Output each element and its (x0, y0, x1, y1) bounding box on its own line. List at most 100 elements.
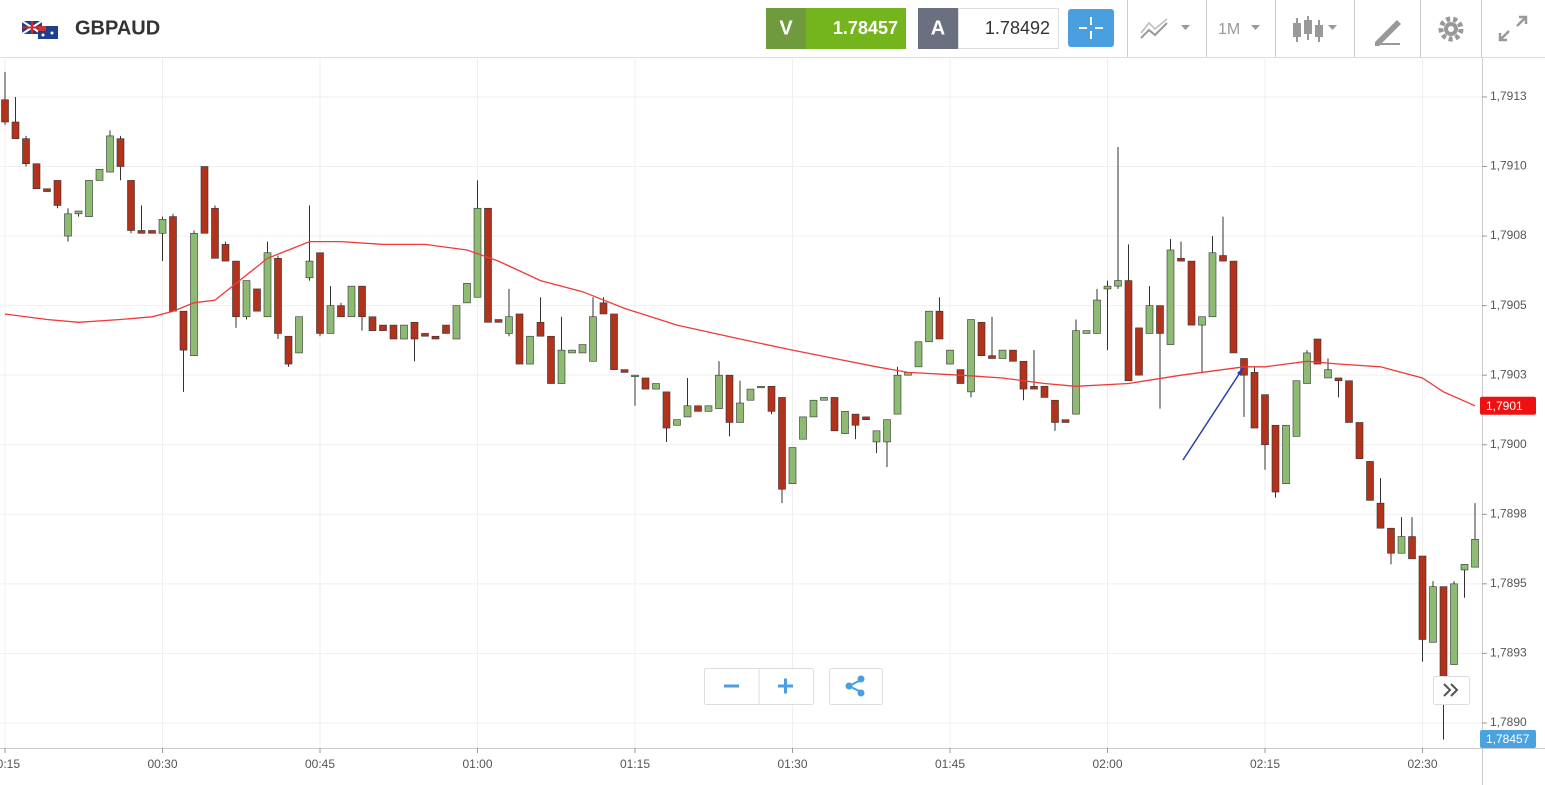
candle-body (127, 180, 135, 231)
candle-body (536, 322, 545, 337)
candle-body (757, 386, 765, 389)
indicators-button[interactable] (1140, 18, 1190, 39)
share-button[interactable] (829, 668, 883, 705)
scroll-end-button[interactable] (1433, 676, 1470, 705)
sell-price-box[interactable] (806, 8, 906, 49)
candle-body (1208, 252, 1217, 318)
candle-body (631, 374, 639, 377)
candle-body (1366, 461, 1374, 501)
candle-body (211, 207, 219, 259)
candle-body (190, 232, 198, 357)
candle-body (389, 324, 398, 340)
flag (21, 20, 58, 39)
candle-body (263, 252, 272, 318)
candle-body (715, 374, 723, 409)
candle-body (1471, 539, 1479, 568)
candle-body (1019, 360, 1028, 390)
candle-body (1450, 583, 1458, 665)
annotation-arrow (1182, 367, 1244, 461)
buy-price[interactable]: 1.78492 (985, 18, 1050, 38)
candle-body (179, 310, 188, 351)
candle-body (862, 416, 870, 420)
candle-body (1376, 502, 1385, 529)
buy-button[interactable]: A 1.78492 (918, 8, 1059, 49)
candle-body (64, 213, 72, 237)
candle-body (274, 258, 282, 334)
draw-button[interactable] (1375, 20, 1401, 46)
timeframe-button[interactable]: 1M (1218, 21, 1260, 38)
candle-body (1135, 327, 1143, 376)
candle-body (610, 313, 618, 370)
price-label-box (1480, 730, 1536, 748)
candle-body (652, 383, 660, 390)
candle-body (400, 324, 408, 340)
candle-body (242, 280, 251, 318)
candle-body (358, 285, 366, 318)
candle-body (1009, 349, 1017, 362)
candle-body (421, 333, 429, 337)
candle-body (253, 288, 261, 312)
candle-body (1345, 380, 1353, 423)
crosshair-button[interactable] (1068, 9, 1114, 47)
buy-label[interactable]: A (931, 17, 945, 39)
candle-body (515, 313, 524, 365)
grid (0, 58, 1482, 748)
candle-body (725, 374, 734, 423)
candle-body (967, 319, 975, 393)
candle-body (148, 230, 156, 234)
candle-body (1250, 372, 1259, 429)
candle-body (578, 344, 587, 354)
candle-body (1072, 330, 1080, 415)
sell-price[interactable]: 1.78457 (833, 18, 898, 38)
sell-label[interactable]: V (779, 17, 793, 39)
candle-body (452, 305, 461, 340)
candle-body (799, 416, 807, 440)
candle-body (568, 349, 576, 354)
zoom-in-button[interactable] (778, 678, 793, 694)
candle-body (1282, 424, 1290, 484)
sell-label-box[interactable] (766, 8, 806, 49)
candle-body (1082, 330, 1091, 334)
candle-body (694, 405, 702, 412)
y-tick-label: 1,7898 (1490, 506, 1527, 520)
candle-body (368, 316, 377, 331)
candle-body (74, 210, 83, 215)
candle-body (1429, 586, 1437, 643)
chart-type-button[interactable] (1293, 16, 1337, 42)
candle-body (925, 310, 933, 343)
candle-body (704, 405, 713, 412)
candle-body (95, 168, 104, 181)
candle-body (484, 207, 492, 323)
candle-body (547, 335, 555, 384)
buy-price-box[interactable] (958, 8, 1059, 49)
candle-body (1460, 564, 1469, 571)
candle-body (526, 335, 534, 365)
sell-button[interactable]: V 1.78457 (766, 8, 906, 49)
settings-button[interactable] (1438, 16, 1464, 42)
candle-body (295, 316, 303, 354)
candle-body (1439, 586, 1448, 679)
x-tick-label: 01:45 (935, 757, 965, 771)
candle-body (830, 397, 839, 432)
candle-body (379, 324, 387, 331)
fullscreen-button[interactable] (1498, 15, 1528, 42)
candle-body (557, 349, 566, 384)
x-tick-label: 02:30 (1407, 757, 1437, 771)
candle-body (431, 335, 440, 340)
candle-body (221, 244, 230, 262)
buy-label-box[interactable] (918, 8, 958, 49)
candle-body (22, 138, 30, 165)
annotation-arrow-head (1237, 368, 1243, 376)
candle-body (463, 283, 471, 304)
candle-body (1124, 280, 1133, 382)
candle-body (442, 324, 450, 334)
y-tick-label: 1,7890 (1490, 715, 1527, 729)
candle-body (1040, 386, 1049, 398)
candle-body (1261, 394, 1269, 446)
timeframe[interactable]: 1M (1218, 21, 1240, 38)
candle-body (347, 285, 356, 318)
candle-body (53, 180, 62, 206)
candle-body (998, 349, 1007, 359)
candle-body (1219, 255, 1227, 262)
candle-body (1355, 422, 1364, 459)
